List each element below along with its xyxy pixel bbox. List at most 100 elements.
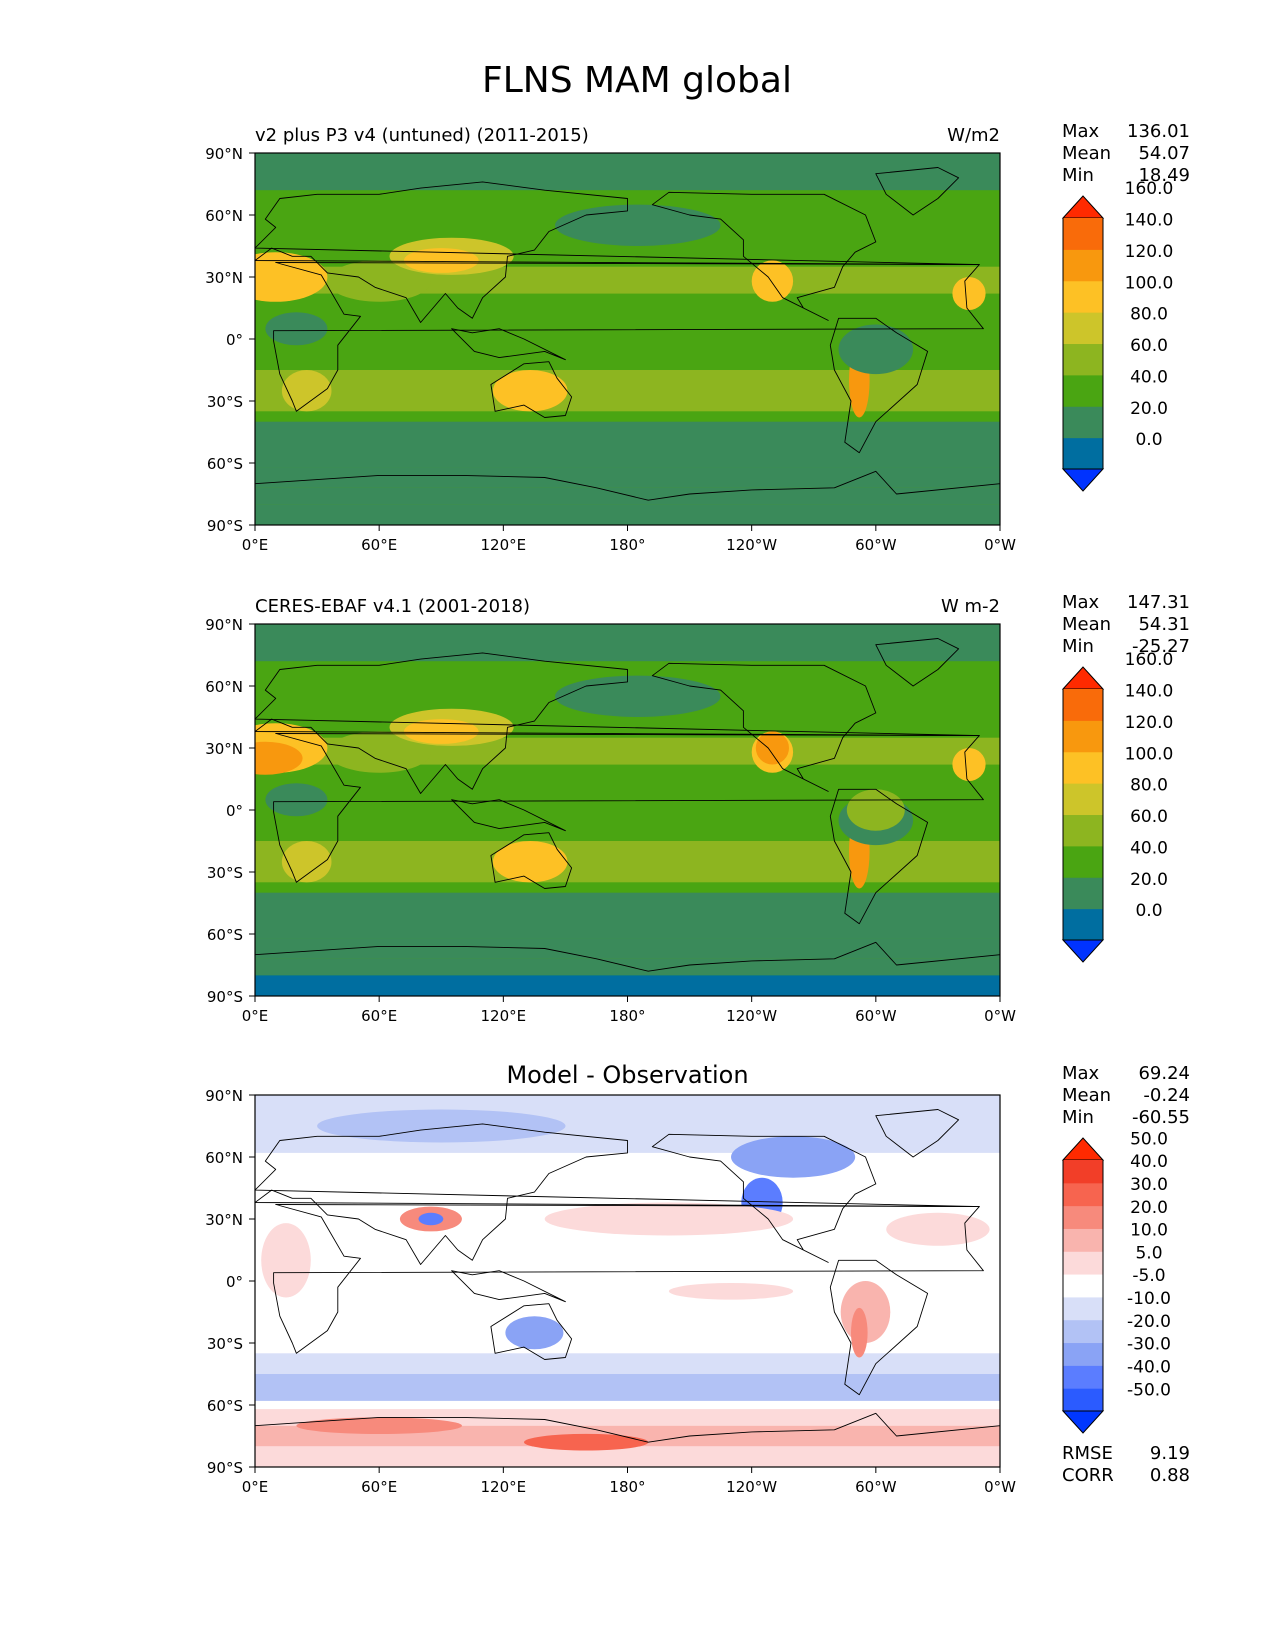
map-field	[255, 1095, 1000, 1467]
stats-block: Max 69.24 Mean -0.24 Min -60.55 RMSE 9.19 CORR 0.…	[1062, 1063, 1190, 1486]
stat-label: RMSE	[1062, 1443, 1113, 1464]
stat-label: Max	[1062, 592, 1100, 613]
colorbar-segment	[1063, 689, 1103, 721]
stat-value: -25.27	[1132, 636, 1190, 657]
colorbar-segment	[1063, 877, 1103, 910]
lon-tick-label: 0°E	[242, 1478, 269, 1496]
stat-label: Mean	[1062, 614, 1111, 635]
colorbar-tick-label: 100.0	[1125, 744, 1174, 764]
colorbar-segment	[1063, 1205, 1103, 1229]
colorbar-segment	[1063, 343, 1103, 376]
coastline	[273, 733, 984, 883]
colorbar-segment	[1063, 1342, 1103, 1366]
colorbar-segment	[1063, 1160, 1103, 1184]
colorbar-tick-label: 10.0	[1130, 1221, 1168, 1241]
stat-label: Min	[1062, 165, 1094, 186]
coastline	[255, 941, 1000, 996]
colorbar-segment	[1063, 1182, 1103, 1207]
colorbar-segment	[1063, 249, 1103, 282]
colorbar-tick-label: 80.0	[1130, 305, 1168, 325]
lat-tick-label: 90°S	[207, 517, 243, 535]
colorbar-segment	[1063, 908, 1103, 941]
stats-block: Max 147.31 Mean 54.31 Min -25.27	[1062, 592, 1190, 657]
coastline	[255, 470, 1000, 525]
coastline	[875, 638, 960, 687]
lon-tick-label: 60°W	[855, 1007, 897, 1025]
lat-tick-label: 90°N	[205, 616, 243, 634]
colorbar-extend-min	[1061, 1410, 1105, 1434]
colorbar-tick-label: 160.0	[1125, 650, 1174, 670]
colorbar-tick-label: 5.0	[1135, 1243, 1162, 1263]
colorbar-tick-label: 40.0	[1130, 367, 1168, 387]
lon-tick-label: 60°E	[361, 1007, 397, 1025]
coastline	[651, 1133, 877, 1263]
colorbar-segment	[1063, 437, 1103, 470]
stat-value: 54.31	[1138, 614, 1190, 635]
colorbar-tick-label: 0.0	[1135, 901, 1162, 921]
coastline	[651, 191, 877, 321]
colorbar-segment	[1063, 374, 1103, 407]
colorbar-tick-label: -50.0	[1127, 1380, 1171, 1400]
stat-value: 136.01	[1127, 121, 1190, 142]
coastline	[273, 262, 984, 412]
colorbar-segment	[1063, 751, 1103, 784]
map-panel: Model - Observation 90°N 60°N 30°N 0° 30°S 60°…	[205, 1061, 1016, 1496]
colorbar-segment	[1063, 814, 1103, 847]
colorbar-segment	[1063, 1296, 1103, 1321]
colorbar-tick-label: 30.0	[1130, 1175, 1168, 1195]
colorbar-tick-label: 20.0	[1130, 399, 1168, 419]
colorbar-segment	[1063, 720, 1103, 753]
stat-value: 147.31	[1127, 592, 1190, 613]
lat-tick-label: 30°N	[205, 1211, 243, 1229]
colorbar-tick-label: 100.0	[1125, 273, 1174, 293]
lat-tick-label: 30°N	[205, 740, 243, 758]
stats-block: Max 136.01 Mean 54.07 Min 18.49	[1062, 121, 1190, 186]
lat-tick-label: 90°N	[205, 145, 243, 163]
coastline	[255, 1412, 1000, 1467]
lat-tick-label: 60°S	[207, 455, 243, 473]
colorbar-tick-label: -20.0	[1127, 1312, 1171, 1332]
colorbar-extend-min	[1061, 939, 1105, 963]
lon-tick-label: 120°W	[726, 536, 777, 554]
coastline	[255, 652, 980, 794]
lon-tick-label: 0°E	[242, 1007, 269, 1025]
lat-tick-label: 30°S	[207, 393, 243, 411]
map-panel: CERES-EBAF v4.1 (2001-2018) W m-2 90°N 60°N…	[205, 596, 1016, 1025]
lat-tick-label: 60°N	[205, 1149, 243, 1167]
colorbar-outline	[1062, 1160, 1104, 1411]
coastline	[490, 1303, 573, 1360]
colorbar: -50.0-40.0 -30.0 -20.0 -10.0 -5.0 5.010.0 20.0…	[1061, 1129, 1171, 1434]
lat-tick-label: 0°	[226, 1273, 243, 1291]
lon-tick-label: 60°E	[361, 1478, 397, 1496]
colorbar-tick-label: 60.0	[1130, 336, 1168, 356]
lon-tick-label: 120°E	[481, 1478, 527, 1496]
colorbar-tick-label: 50.0	[1130, 1129, 1168, 1149]
coastline	[490, 832, 573, 889]
colorbar-tick-label: 20.0	[1130, 870, 1168, 890]
colorbar-tick-label: -30.0	[1127, 1335, 1171, 1355]
lon-tick-label: 60°W	[855, 536, 897, 554]
colorbar-segment	[1063, 1251, 1103, 1275]
colorbar-segment	[1063, 1365, 1103, 1389]
stat-label: Max	[1062, 121, 1100, 142]
map-field	[255, 624, 1000, 996]
colorbar-segment	[1063, 406, 1103, 439]
panel-units: W m-2	[941, 596, 1000, 617]
colorbar-tick-label: 40.0	[1130, 1152, 1168, 1172]
colorbar: 0.0 20.0 40.0 60.0 80.0 100.0 120.0 140.0 160.0	[1061, 179, 1174, 492]
colorbar-tick-label: 160.0	[1125, 179, 1174, 199]
stat-value: 54.07	[1138, 143, 1190, 164]
map-field	[255, 153, 1000, 525]
stat-value: -60.55	[1132, 1107, 1190, 1128]
lon-tick-label: 120°W	[726, 1007, 777, 1025]
lon-tick-label: 60°W	[855, 1478, 897, 1496]
colorbar-extend-max	[1061, 666, 1105, 690]
stat-label: Mean	[1062, 143, 1111, 164]
panel-left-title: v2 plus P3 v4 (untuned) (2011-2015)	[255, 125, 589, 146]
coastline	[875, 167, 960, 216]
coastline	[451, 328, 566, 361]
lon-tick-label: 180°	[609, 536, 645, 554]
lat-tick-label: 60°N	[205, 207, 243, 225]
colorbar-tick-label: 0.0	[1135, 430, 1162, 450]
colorbar-segment	[1063, 312, 1103, 345]
